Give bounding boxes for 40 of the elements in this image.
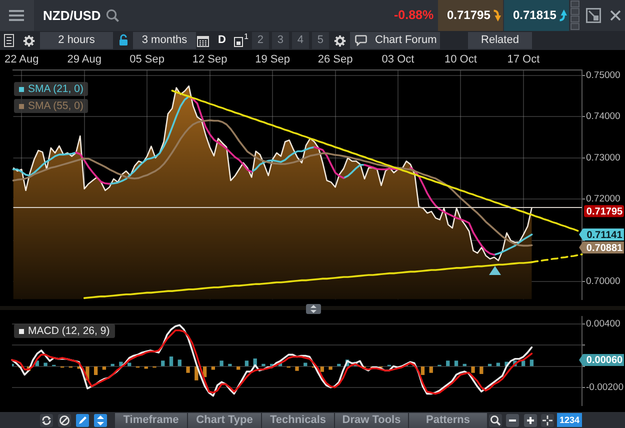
text: Related: [468, 32, 532, 49]
text: 0.71141: [586, 230, 623, 241]
y-tick-label: 0.75000: [586, 70, 620, 81]
y-tick-label: -0.00200: [586, 382, 624, 393]
y-tick-label: 0.72000: [586, 194, 620, 205]
text: 2 3 4 5: [252, 32, 329, 49]
text: NZD/USD: [43, 7, 101, 24]
y-tick-label: 0.70000: [586, 276, 620, 288]
x-tick-label: 05 Sep: [130, 53, 165, 66]
y-tick-label: 0.00400: [586, 318, 620, 330]
text: Chart Forum: [350, 32, 440, 49]
text: Timeframe: [115, 413, 187, 428]
text: -0.88%: [394, 8, 434, 23]
legend-label: SMA (55, 0): [28, 100, 84, 112]
x-tick-label: 12 Sep: [192, 53, 228, 66]
x-tick-label: 29 Aug: [67, 53, 102, 66]
text: Chart Type: [188, 413, 261, 428]
text: Technicals: [262, 413, 334, 428]
x-tick-label: 17 Oct: [507, 53, 540, 66]
text: 3 months: [133, 32, 196, 49]
text: 0.71795: [438, 0, 503, 31]
x-tick-label: 10 Oct: [444, 53, 477, 66]
text: 1234: [557, 413, 582, 427]
ref-line-label: 0.71795: [586, 206, 624, 218]
text: Draw Tools: [335, 413, 408, 428]
legend-label: MACD (12, 26, 9): [28, 325, 110, 337]
text: Patterns: [409, 413, 487, 428]
x-tick-label: 22 Aug: [4, 53, 39, 66]
x-tick-label: 19 Sep: [255, 53, 290, 66]
y-tick-label: 0.73000: [586, 152, 620, 164]
text: D: [217, 33, 227, 48]
text: 0.70881: [586, 242, 624, 254]
y-tick-label: 0.74000: [586, 111, 620, 122]
legend-label: SMA (21, 0): [28, 83, 84, 95]
text: 0.71815: [504, 0, 569, 31]
text: 2 hours: [40, 32, 113, 49]
text: 0.00060: [586, 355, 624, 366]
text: 1: [244, 32, 248, 41]
x-tick-label: 03 Oct: [382, 53, 414, 66]
x-tick-label: 26 Sep: [318, 53, 353, 66]
